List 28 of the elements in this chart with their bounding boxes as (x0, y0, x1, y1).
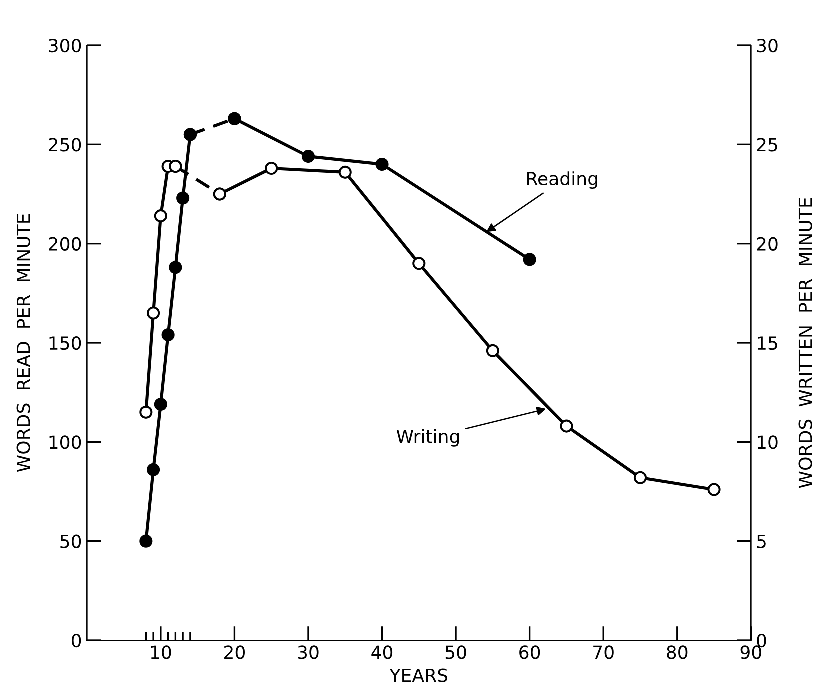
y-tick-label: 0 (72, 634, 82, 648)
x-axis-title: YEARS (390, 668, 448, 682)
y2-tick-label: 25 (757, 138, 778, 152)
y2-tick-label: 30 (757, 38, 778, 53)
y2-tick-label: 15 (758, 336, 778, 350)
x-tick-label: 80 (667, 646, 688, 660)
y2-axis-title: WORDS WRITTEN PER MINUTE (798, 198, 812, 488)
y2-tick-label: 5 (757, 535, 766, 548)
y-tick-label: 200 (49, 237, 82, 251)
x-tick-label: 50 (446, 646, 466, 660)
x-tick-label: 70 (594, 646, 614, 660)
y-tick-label: 250 (49, 138, 82, 152)
annotation: Writing (396, 429, 460, 447)
x-tick-label: 20 (224, 646, 245, 660)
x-tick-label: 90 (740, 646, 762, 660)
x-tick-label: 10 (151, 646, 172, 660)
x-tick-label: 40 (372, 646, 393, 660)
y2-tick-label: 10 (758, 436, 778, 450)
x-tick-label: 30 (298, 646, 319, 660)
y-axis-title: WORDS READ PER MINUTE (16, 214, 30, 472)
y-tick-label: 50 (60, 534, 82, 548)
y-tick-label: 150 (50, 336, 82, 350)
x-tick-label: 60 (520, 646, 540, 660)
y-tick-label: 100 (50, 436, 82, 450)
y2-tick-label: 20 (757, 237, 778, 251)
y-tick-label: 300 (49, 38, 82, 53)
annotation: Reading (528, 172, 598, 190)
y2-tick-label: 0 (757, 634, 766, 648)
